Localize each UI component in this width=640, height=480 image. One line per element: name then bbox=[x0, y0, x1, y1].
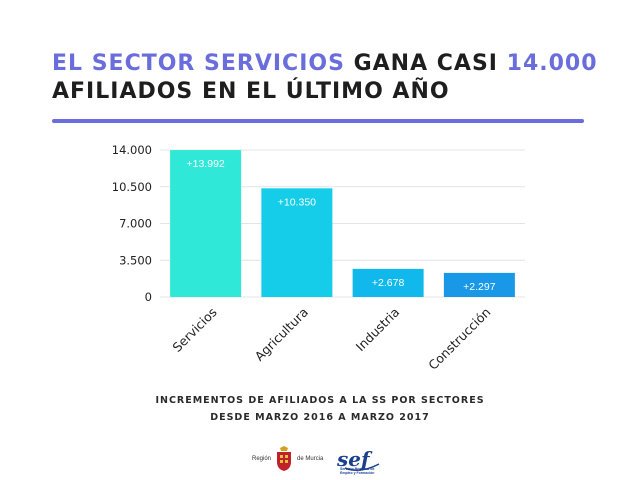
x-tick-label: Agricultura bbox=[252, 305, 311, 364]
sef-subtitle-line-2: Empleo y Formación bbox=[340, 471, 375, 475]
logos-footer: Región de Murcia sef Servicio Regional d… bbox=[0, 440, 640, 480]
sef-logo: sef bbox=[336, 447, 380, 471]
sef-subtitle: Servicio Regional de Empleo y Formación bbox=[340, 467, 390, 475]
murcia-text-right: de Murcia bbox=[297, 456, 324, 462]
coat-of-arms-icon bbox=[277, 446, 292, 471]
x-tick-label: Construcción bbox=[425, 305, 493, 373]
data-label: +10.350 bbox=[278, 196, 316, 208]
bar bbox=[352, 268, 424, 297]
title-divider bbox=[52, 119, 584, 123]
x-tick-label: Servicios bbox=[169, 305, 219, 355]
caption-line-1: INCREMENTOS DE AFILIADOS A LA SS POR SEC… bbox=[155, 395, 485, 406]
title-text: GANA CASI bbox=[344, 51, 507, 76]
sef-subtitle-line-1: Servicio Regional de bbox=[340, 467, 375, 471]
title-number: 14.000 bbox=[506, 51, 598, 76]
y-tick-label: 3.500 bbox=[119, 253, 152, 267]
bar bbox=[443, 272, 515, 297]
bar bbox=[261, 188, 333, 297]
data-label: +2.678 bbox=[372, 277, 405, 289]
data-label: +2.297 bbox=[463, 281, 496, 293]
sef-logo-text: sef bbox=[336, 447, 373, 471]
data-label: +13.992 bbox=[187, 158, 225, 170]
title-line-2: AFILIADOS EN EL ÚLTIMO AÑO bbox=[52, 79, 450, 104]
bar bbox=[170, 150, 242, 297]
y-tick-label: 7.000 bbox=[119, 217, 152, 231]
murcia-text-left: Región bbox=[252, 456, 272, 462]
caption-line-2: DESDE MARZO 2016 A MARZO 2017 bbox=[210, 412, 430, 423]
y-tick-label: 0 bbox=[145, 290, 152, 304]
y-tick-label: 10.500 bbox=[112, 180, 152, 194]
x-tick-label: Industria bbox=[353, 305, 403, 355]
region-murcia-logo: Región de Murcia bbox=[252, 444, 323, 474]
y-tick-label: 14.000 bbox=[112, 143, 152, 157]
page-title: EL SECTOR SERVICIOS GANA CASI 14.000 AFI… bbox=[52, 50, 612, 106]
bar-chart: 0 3.500 7.000 10.500 14.000 +13.992 Servicios +… bbox=[112, 143, 525, 373]
title-highlight: EL SECTOR SERVICIOS bbox=[52, 51, 345, 76]
